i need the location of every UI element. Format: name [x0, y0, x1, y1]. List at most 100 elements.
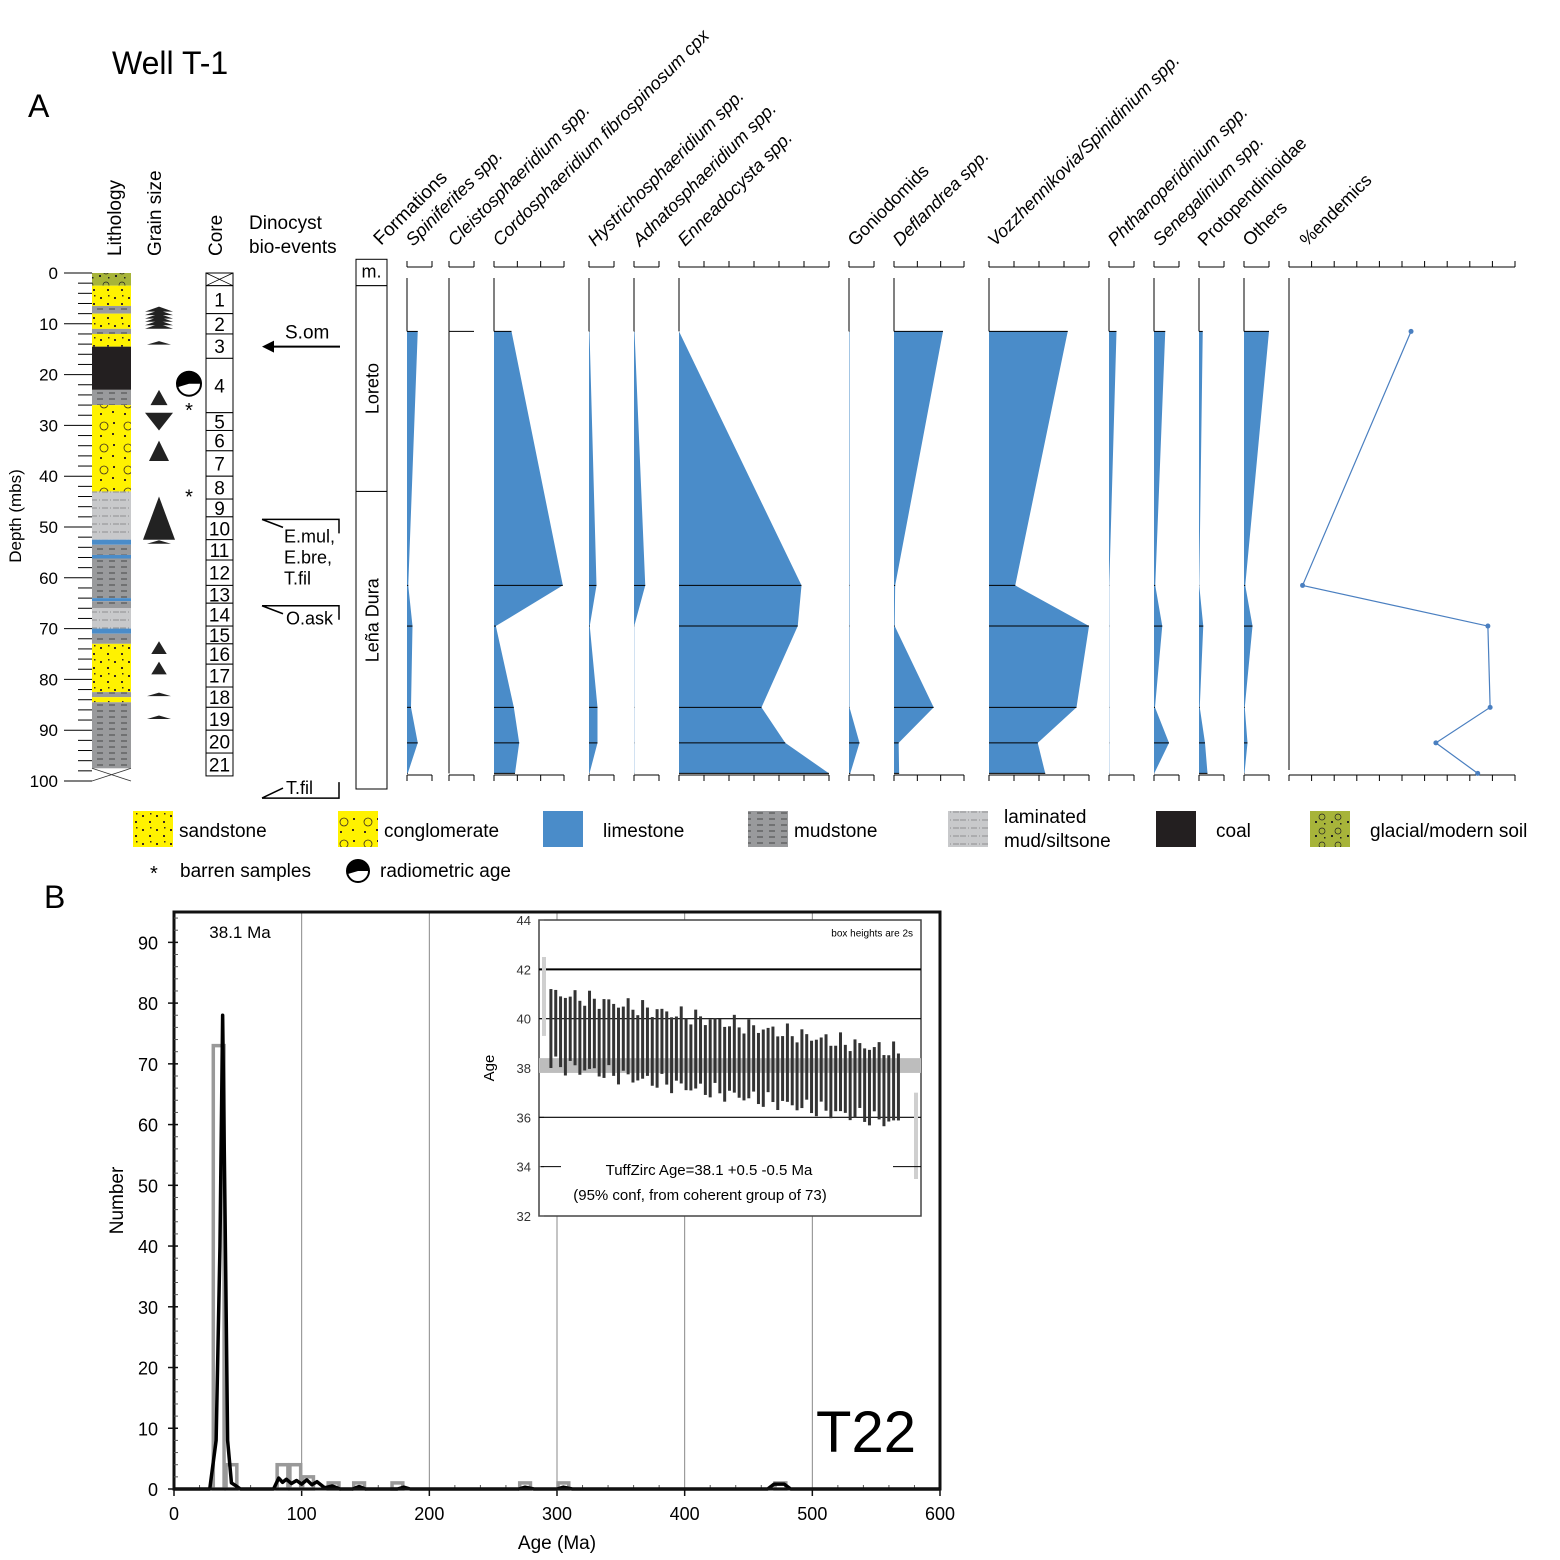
inset-age-bar	[728, 1026, 731, 1091]
lithology-bed-limestone	[92, 539, 131, 545]
inset-result-line2: (95% conf, from coherent group of 73)	[573, 1187, 826, 1204]
legend-swatch-mudstone	[748, 811, 788, 847]
bioevent-label-line: T.fil	[284, 568, 311, 588]
header-grain-size: Grain size	[145, 170, 166, 256]
detrital-zircon-chart: 0 10 20 30 40 50 60 70 80 90 0 100 200 300 400 500 600 Ag…	[107, 910, 955, 1554]
inset-age-bar	[824, 1034, 828, 1111]
depth-tick-label: 50	[39, 518, 58, 537]
core-number: 4	[214, 377, 225, 398]
y-tick-label: 50	[138, 1176, 158, 1196]
core-number: 3	[214, 337, 225, 358]
core-number: 10	[209, 519, 230, 540]
inset-age-bar	[679, 1006, 683, 1084]
core-number: 18	[209, 688, 230, 709]
core-number: 11	[210, 541, 230, 562]
taxon-abundance-area	[989, 331, 1089, 774]
inset-age-bar	[563, 997, 567, 1076]
legend-label: coal	[1216, 821, 1251, 842]
legend-item-sandstone: sandstone	[133, 811, 267, 847]
inset-age-bar	[660, 1008, 664, 1074]
core-number: 15	[209, 626, 230, 647]
sample-markers: **	[176, 370, 202, 508]
legend-item-glacial_soil: glacial/modern soil	[1310, 811, 1527, 847]
inset-age-bar	[694, 1009, 698, 1089]
bioevent-label-t-fil: T.fil	[286, 778, 313, 798]
grain-size-fining-up-triangle	[150, 389, 168, 406]
inset-age-bar	[810, 1040, 814, 1114]
inset-age-bar	[670, 1017, 674, 1094]
lithology-bed-limestone	[92, 598, 131, 602]
sample-id-label: T22	[816, 1400, 916, 1465]
header-bioevents-line1: Dinocyst	[249, 213, 323, 234]
histogram-bin	[288, 1462, 303, 1491]
lithology-bed-mudstone	[92, 306, 131, 314]
inset-age-bar	[616, 1007, 620, 1085]
core-number: 16	[209, 645, 230, 666]
inset-age-bar	[573, 990, 577, 1066]
bioevent-label-line: E.mul,	[284, 526, 335, 546]
lithology-bed-laminated	[92, 491, 131, 540]
legend-item-limestone: limestone	[543, 811, 684, 847]
inset-age-bar	[752, 1025, 756, 1092]
inset-age-bar	[771, 1026, 775, 1103]
inset-age-bar	[756, 1032, 760, 1105]
endemics-point	[1433, 740, 1439, 746]
inset-y-tick-label: 40	[517, 1012, 531, 1027]
inset-age-bar	[554, 989, 558, 1057]
formation-box	[355, 258, 388, 287]
legend-barren-label: barren samples	[180, 861, 311, 882]
grain-size-stack	[145, 316, 173, 322]
x-tick-label: 0	[169, 1504, 179, 1524]
inset-age-bar	[703, 1025, 707, 1095]
y-tick-label: 0	[148, 1480, 158, 1500]
core-number: 1	[214, 291, 225, 312]
taxon-abundance-area	[1109, 331, 1117, 774]
formation-label: Leña Dura	[363, 577, 383, 662]
core-number: 19	[209, 710, 230, 731]
inset-age-bar	[867, 1049, 871, 1126]
peak-annotation: 38.1 Ma	[209, 923, 271, 942]
endemics-header: %endemics	[1296, 170, 1376, 250]
inset-age-bar	[583, 1005, 587, 1071]
core-number: 5	[214, 413, 225, 434]
lithology-bed-mudstone	[92, 633, 131, 644]
y-axis-label: Number	[107, 1166, 128, 1234]
formation-box	[355, 285, 388, 492]
depth-tick-label: 90	[39, 721, 58, 740]
lithology-bed-mudstone	[92, 389, 131, 406]
inset-age-bar	[877, 1042, 881, 1120]
bioevent-label-s-om: S.om	[285, 323, 329, 344]
inset-age-bar	[785, 1023, 789, 1102]
inset-age-bar	[892, 1041, 896, 1121]
legend-item-laminated: laminated mud/siltsone	[948, 807, 1111, 852]
grain-size-sliver	[147, 692, 171, 697]
legend-item-conglomerate: conglomerate	[338, 811, 499, 847]
legend-label: mud/siltsone	[1004, 831, 1111, 852]
radiometric-age-icon	[346, 859, 370, 883]
x-tick-label: 400	[670, 1504, 700, 1524]
inset-age-bar	[723, 1026, 727, 1102]
inset-age-bar	[641, 1000, 645, 1079]
depth-axis-label: Depth (mbs)	[6, 469, 25, 563]
inset-age-bar	[858, 1043, 862, 1108]
lithology-bed-sandstone	[92, 697, 131, 703]
depth-tick-label: 40	[39, 467, 58, 486]
inset-age-bar	[626, 998, 630, 1075]
legend-item-coal: coal	[1156, 811, 1251, 847]
taxon-column: Enneadocysta spp.	[674, 127, 830, 781]
formation-box	[355, 490, 388, 790]
legend-label: mudstone	[794, 821, 877, 842]
inset-age-bar	[674, 1016, 678, 1081]
lithology-bed-glacial_soil	[92, 273, 131, 286]
taxon-abundance-area	[589, 331, 598, 774]
taxon-abundance-area	[634, 331, 646, 774]
y-tick-label: 60	[138, 1116, 158, 1136]
inset-age-bar	[776, 1036, 780, 1111]
legend-label: glacial/modern soil	[1370, 821, 1527, 842]
inset-note: box heights are 2s	[831, 928, 913, 939]
endemics-point	[1300, 582, 1306, 588]
grain-size-fining-up-triangle	[151, 661, 167, 675]
core-number: 2	[214, 315, 225, 336]
